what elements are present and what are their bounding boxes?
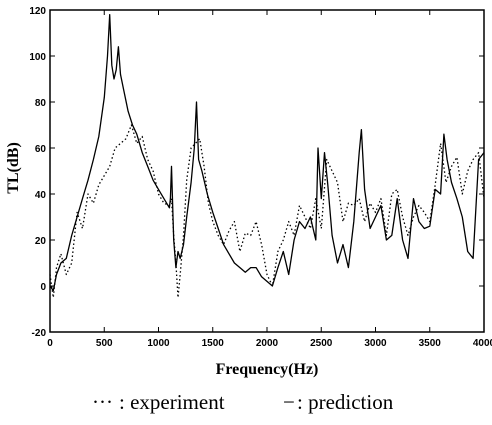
y-tick-label: 100 bbox=[29, 52, 46, 63]
x-tick-label: 1000 bbox=[147, 338, 170, 349]
legend: ··· : experiment − : prediction bbox=[92, 390, 394, 414]
x-tick-label: 2000 bbox=[256, 338, 279, 349]
x-tick-label: 1500 bbox=[202, 338, 225, 349]
y-tick-label: 0 bbox=[40, 282, 46, 293]
x-axis-title: Frequency(Hz) bbox=[216, 361, 319, 378]
x-tick-label: 4000 bbox=[473, 338, 492, 349]
y-tick-label: 40 bbox=[35, 190, 47, 201]
x-tick-label: 2500 bbox=[310, 338, 333, 349]
plot-frame bbox=[49, 9, 485, 333]
legend-prediction-marker: − bbox=[283, 390, 295, 414]
x-tick-label: 3500 bbox=[419, 338, 442, 349]
series-line-experiment bbox=[49, 124, 485, 299]
series-layer bbox=[49, 13, 485, 299]
series-line-prediction bbox=[49, 13, 485, 292]
legend-experiment-label: : experiment bbox=[119, 390, 225, 414]
y-tick-label: 120 bbox=[29, 6, 46, 17]
x-tick-label: 0 bbox=[47, 338, 53, 349]
x-tick-label: 500 bbox=[96, 338, 113, 349]
legend-experiment-marker: ··· bbox=[92, 390, 113, 414]
y-tick-label: 80 bbox=[35, 98, 47, 109]
ticks-layer: 05001000150020002500300035004000-2002040… bbox=[29, 6, 492, 349]
legend-prediction-label: : prediction bbox=[297, 390, 394, 414]
y-tick-label: -20 bbox=[32, 328, 47, 339]
y-tick-label: 60 bbox=[35, 144, 47, 155]
y-tick-label: 20 bbox=[35, 236, 47, 247]
y-axis-title: TL(dB) bbox=[5, 142, 22, 194]
x-tick-label: 3000 bbox=[364, 338, 387, 349]
